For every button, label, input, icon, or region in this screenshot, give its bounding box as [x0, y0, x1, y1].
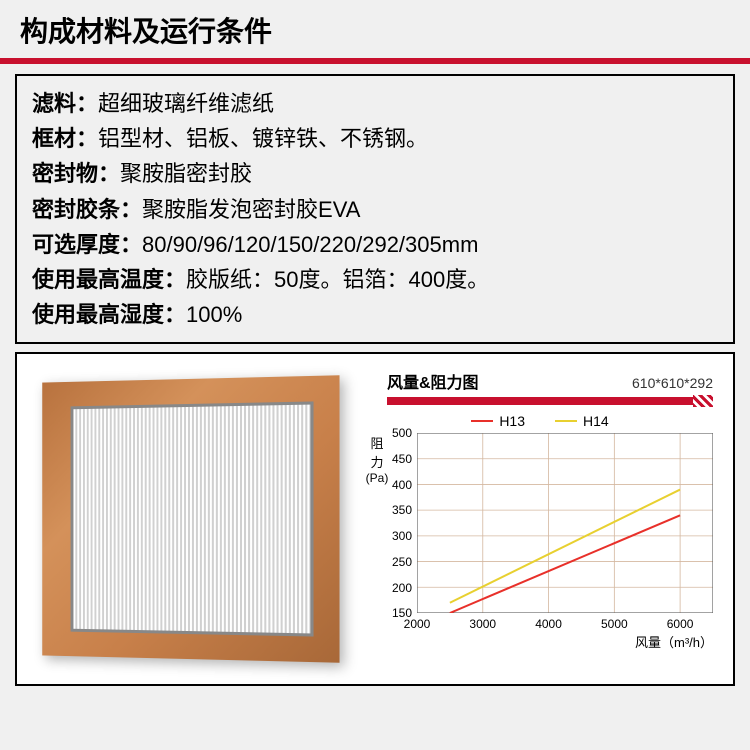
y-tick: 450 — [377, 452, 412, 466]
spec-row: 滤料：超细玻璃纤维滤纸 — [32, 86, 718, 121]
spec-panel: 滤料：超细玻璃纤维滤纸框材：铝型材、铝板、镀锌铁、不锈钢。密封物：聚胺脂密封胶密… — [15, 74, 735, 344]
x-tick: 4000 — [535, 617, 562, 631]
chart-title: 风量&阻力图 — [387, 369, 479, 393]
bottom-panel: 风量&阻力图 610*610*292 H13 H14 阻 力 (Pa) 风量（m³… — [15, 352, 735, 686]
y-tick: 500 — [377, 426, 412, 440]
x-tick: 2000 — [404, 617, 431, 631]
spec-row: 可选厚度：80/90/96/120/150/220/292/305mm — [32, 227, 718, 262]
chart-plot: 阻 力 (Pa) 风量（m³/h） 1502002503003504004505… — [417, 433, 713, 613]
spec-row: 密封物：聚胺脂密封胶 — [32, 156, 718, 191]
x-tick: 3000 — [469, 617, 496, 631]
y-tick: 400 — [377, 478, 412, 492]
chart-area: 风量&阻力图 610*610*292 H13 H14 阻 力 (Pa) 风量（m³… — [357, 369, 723, 669]
legend-item: H14 — [555, 413, 609, 429]
spec-row: 密封胶条：聚胺脂发泡密封胶EVA — [32, 192, 718, 227]
y-tick: 300 — [377, 529, 412, 543]
spec-row: 使用最高湿度：100% — [32, 297, 718, 332]
x-axis-label: 风量（m³/h） — [635, 632, 713, 651]
header-divider — [0, 58, 750, 64]
y-tick: 250 — [377, 555, 412, 569]
chart-dimensions: 610*610*292 — [632, 375, 713, 391]
page-title: 构成材料及运行条件 — [20, 10, 730, 50]
x-tick: 5000 — [601, 617, 628, 631]
chart-title-bar — [387, 397, 713, 405]
spec-row: 使用最高温度：胶版纸：50度。铝箔：400度。 — [32, 262, 718, 297]
product-image — [27, 369, 347, 669]
spec-row: 框材：铝型材、铝板、镀锌铁、不锈钢。 — [32, 121, 718, 156]
x-tick: 6000 — [667, 617, 694, 631]
y-tick: 200 — [377, 581, 412, 595]
y-tick: 350 — [377, 503, 412, 517]
chart-svg — [417, 433, 713, 613]
legend-item: H13 — [471, 413, 525, 429]
